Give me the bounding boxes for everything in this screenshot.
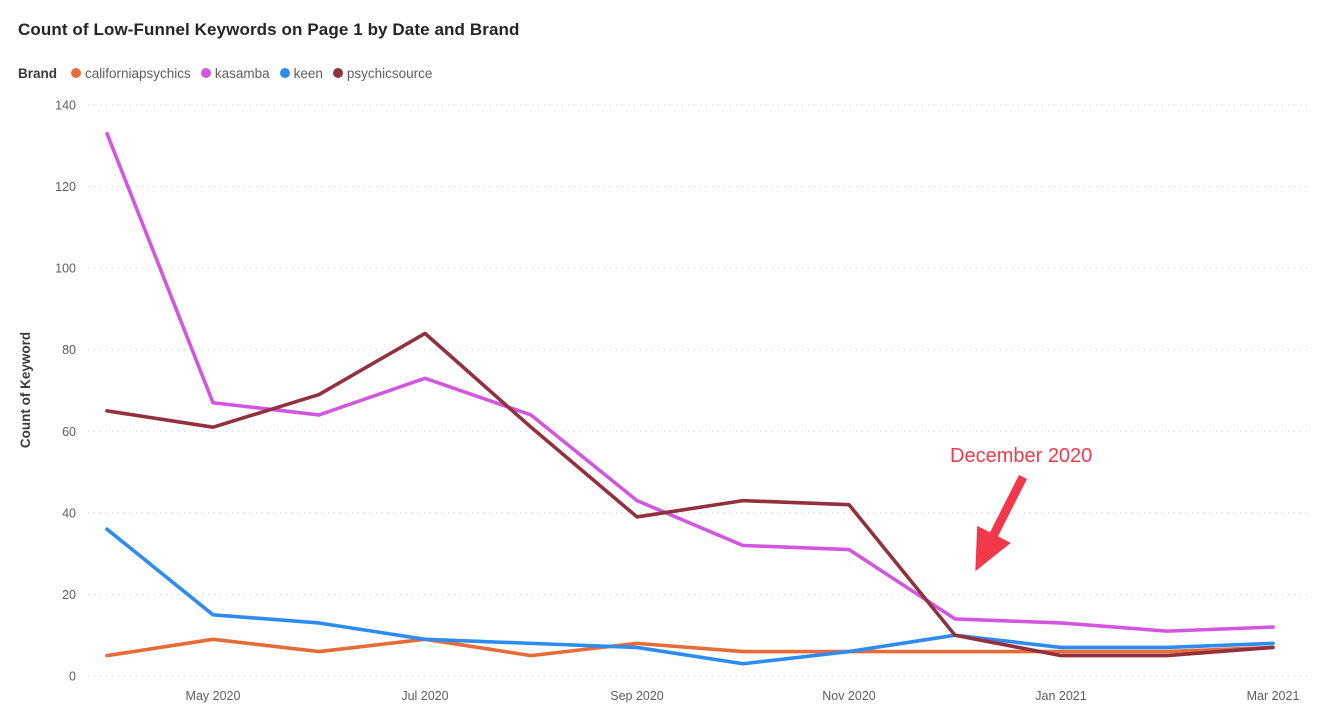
x-tick-label-sep-2020: Sep 2020 [610,689,664,703]
chart-title: Count of Low-Funnel Keywords on Page 1 b… [18,20,520,39]
y-axis-tick-labels: 0 20 40 60 80 100 120 140 [55,99,76,684]
x-axis-tick-labels: May 2020 Jul 2020 Sep 2020 Nov 2020 Jan 2021… [186,689,1300,703]
legend-label: kasamba [214,65,270,81]
legend-dot-kasamba [200,68,211,78]
series-line-keen[interactable] [105,527,1275,666]
legend-item-californiapsychics[interactable]: californiapsychics [71,66,191,81]
gridlines [88,104,1312,677]
y-tick-label-60: 60 [62,425,76,439]
legend-item-psychicsource[interactable]: psychicsource [332,65,433,81]
y-tick-label-120: 120 [55,180,76,194]
x-tick-label-mar-2021: Mar 2021 [1247,689,1300,703]
legend: Brand californiapsychics kasamba keen psych… [18,63,432,83]
x-tick-label-jan-2021: Jan 2021 [1035,689,1086,703]
legend-dot-psychicsource [332,68,343,78]
annotation-text: December 2020 [950,445,1092,467]
legend-dot-californiapsychics [71,68,82,78]
legend-label: keen [293,65,323,81]
series-line-kasamba[interactable] [105,131,1275,633]
x-tick-label-jul-2020: Jul 2020 [401,689,448,703]
y-axis-title: Count of Keyword [18,332,33,448]
y-tick-label-140: 140 [55,99,76,113]
series-line-psychicsource[interactable] [105,331,1275,658]
series-lines [105,131,1275,666]
legend-title: Brand [18,65,58,81]
x-tick-label-nov-2020: Nov 2020 [822,689,876,703]
series-line-californiapsychics[interactable] [105,637,1275,658]
annotation: December 2020 [950,445,1092,572]
y-tick-label-80: 80 [62,343,76,357]
y-tick-label-0: 0 [69,670,76,684]
legend-dot-keen [279,68,290,78]
legend-item-keen[interactable]: keen [279,65,323,81]
y-tick-label-20: 20 [62,588,76,602]
legend-item-kasamba[interactable]: kasamba [200,65,270,81]
y-tick-label-100: 100 [55,262,76,276]
annotation-arrow [975,474,1028,572]
x-tick-label-may-2020: May 2020 [186,689,241,703]
legend-label: californiapsychics [85,65,191,81]
legend-label: psychicsource [346,65,433,81]
y-tick-label-40: 40 [62,506,76,520]
